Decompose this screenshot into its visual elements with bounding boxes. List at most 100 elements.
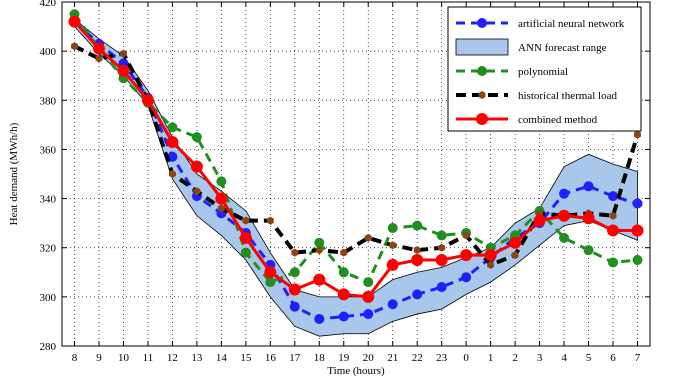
data-point-historical-thermal-load <box>242 216 250 225</box>
data-point-polynomial <box>412 220 423 231</box>
data-point-historical-thermal-load <box>462 231 470 240</box>
plot-frame <box>61 1 651 347</box>
data-point-combined-method <box>435 254 448 266</box>
x-tick-label: 8 <box>72 352 78 364</box>
x-tick-label: 6 <box>610 352 616 364</box>
data-point-historical-thermal-load <box>413 246 421 255</box>
data-point-artificial-neural-network <box>412 289 423 300</box>
x-tick-label: 4 <box>561 352 567 364</box>
legend-swatch-ANN-forecast-range <box>455 38 509 56</box>
data-point-artificial-neural-network <box>363 309 374 320</box>
data-point-artificial-neural-network <box>461 272 472 283</box>
x-tick-label: 9 <box>96 352 102 364</box>
data-point-combined-method <box>117 64 130 77</box>
data-point-polynomial <box>289 267 300 278</box>
data-point-combined-method <box>582 212 595 225</box>
data-point-historical-thermal-load <box>168 170 176 178</box>
data-point-artificial-neural-network <box>608 191 619 202</box>
data-point-artificial-neural-network <box>314 313 325 324</box>
data-point-polynomial <box>216 176 227 187</box>
data-point-combined-method <box>239 231 252 244</box>
data-point-artificial-neural-network <box>436 282 447 293</box>
x-tick-label: 2 <box>512 352 518 364</box>
x-tick-label: 21 <box>387 352 398 364</box>
data-point-historical-thermal-load <box>119 49 127 58</box>
data-point-combined-method <box>631 224 644 237</box>
data-point-polynomial <box>191 132 202 143</box>
x-tick-label: 13 <box>191 352 203 364</box>
data-point-combined-method <box>484 249 497 262</box>
data-point-artificial-neural-network <box>167 151 178 162</box>
data-point-polynomial <box>436 230 447 241</box>
data-point-historical-thermal-load <box>340 248 348 257</box>
legend-label-combined-method: combined method <box>518 114 598 126</box>
series-line-polynomial <box>73 13 638 284</box>
data-point-polynomial <box>338 267 349 278</box>
y-tick-label: 420 <box>40 0 57 9</box>
y-tick-label: 400 <box>40 46 57 58</box>
data-point-combined-method <box>313 273 326 286</box>
data-point-combined-method <box>558 209 571 222</box>
x-tick-label: 19 <box>338 352 350 364</box>
legend-box <box>447 6 642 132</box>
x-tick-label: 5 <box>586 352 592 364</box>
data-point-combined-method <box>264 266 277 279</box>
x-tick-label: 15 <box>240 352 252 364</box>
forecast-range-band <box>74 18 638 337</box>
data-point-historical-thermal-load <box>609 211 617 220</box>
data-point-artificial-neural-network <box>632 198 643 209</box>
data-point-combined-method <box>411 254 424 266</box>
x-tick-label: 7 <box>635 352 641 364</box>
x-tick-label: 17 <box>289 352 301 364</box>
data-point-polynomial <box>314 237 325 248</box>
data-point-polynomial <box>265 277 276 288</box>
data-point-combined-method <box>460 249 473 262</box>
x-tick-label: 1 <box>488 352 494 364</box>
x-axis-title: Time (hours) <box>327 365 385 377</box>
x-tick-label: 0 <box>463 352 469 364</box>
data-point-combined-method <box>362 290 375 303</box>
data-point-combined-method <box>509 236 522 249</box>
data-point-combined-method <box>607 224 620 237</box>
data-point-artificial-neural-network <box>387 299 398 310</box>
y-tick-label: 380 <box>40 95 57 107</box>
legend-marker-historical-thermal-load <box>478 91 486 99</box>
data-point-historical-thermal-load <box>389 241 397 250</box>
y-tick-label: 340 <box>40 194 57 206</box>
data-point-combined-method <box>386 258 399 271</box>
data-point-historical-thermal-load <box>217 204 225 213</box>
y-tick-label: 320 <box>40 243 57 255</box>
data-point-historical-thermal-load <box>95 54 103 63</box>
data-point-combined-method <box>337 288 350 301</box>
data-point-polynomial <box>583 245 594 256</box>
data-point-historical-thermal-load <box>364 233 372 242</box>
data-point-historical-thermal-load <box>193 187 201 196</box>
data-point-combined-method <box>141 94 154 107</box>
x-tick-label: 18 <box>314 352 326 364</box>
x-tick-label: 16 <box>265 352 277 364</box>
legend-label-polynomial: polynomial <box>518 66 568 78</box>
data-point-combined-method <box>190 160 203 173</box>
data-point-combined-method <box>288 283 301 296</box>
data-point-artificial-neural-network <box>583 181 594 192</box>
y-tick-label: 360 <box>40 144 57 156</box>
data-point-historical-thermal-load <box>291 248 299 257</box>
x-tick-label: 3 <box>537 352 543 364</box>
x-tick-label: 22 <box>412 352 423 364</box>
data-point-combined-method <box>215 192 228 205</box>
data-point-polynomial <box>559 232 570 243</box>
legend-label-ANN-forecast-range: ANN forecast range <box>518 42 607 54</box>
x-tick-label: 23 <box>436 352 448 364</box>
y-tick-label: 300 <box>40 292 57 304</box>
data-point-polynomial <box>608 257 619 268</box>
data-point-combined-method <box>92 42 105 55</box>
data-point-polynomial <box>363 277 374 288</box>
data-point-polynomial <box>167 122 178 133</box>
data-point-historical-thermal-load <box>266 216 274 225</box>
legend-marker-combined-method <box>476 113 488 125</box>
data-point-polynomial <box>387 223 398 234</box>
data-point-historical-thermal-load <box>634 130 641 139</box>
legend-label-artificial-neural-network: artificial neural network <box>518 18 625 30</box>
series-line-historical-thermal-load <box>73 44 640 267</box>
